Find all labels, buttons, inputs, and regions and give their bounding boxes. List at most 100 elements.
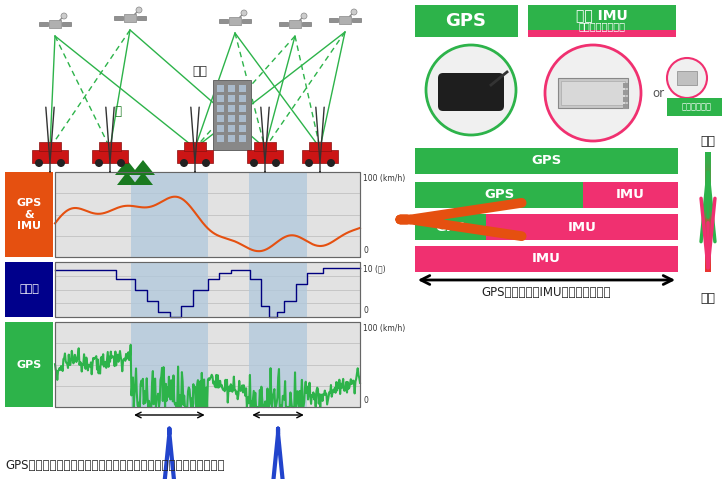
Bar	[705, 256, 711, 260]
Bar	[124, 14, 136, 22]
Circle shape	[305, 159, 313, 167]
Bar	[217, 85, 224, 92]
Bar	[217, 125, 224, 132]
Bar	[5, 322, 53, 407]
Bar	[239, 135, 246, 142]
Circle shape	[136, 7, 142, 13]
Bar	[352, 18, 361, 22]
Bar	[32, 150, 68, 163]
Bar	[705, 188, 711, 192]
Polygon shape	[133, 172, 153, 185]
Bar	[705, 232, 711, 236]
Bar	[254, 142, 276, 151]
Bar	[219, 19, 228, 23]
Text: IMU: IMU	[532, 252, 561, 265]
Text: GPS: GPS	[484, 189, 514, 202]
Text: GPS
&
IMU: GPS & IMU	[17, 198, 42, 231]
Bar	[705, 172, 711, 176]
Bar	[705, 200, 711, 204]
Bar	[131, 322, 207, 407]
Bar	[561, 81, 625, 105]
Bar	[62, 22, 71, 26]
Bar	[705, 220, 711, 224]
Bar	[217, 95, 224, 102]
Bar	[131, 262, 207, 317]
Text: GPS: GPS	[435, 220, 466, 233]
Bar	[309, 142, 331, 151]
Text: GPSでの計測をIMUが常にサポート: GPSでの計測をIMUが常にサポート	[482, 286, 612, 299]
Circle shape	[426, 45, 516, 135]
Bar	[247, 150, 283, 163]
Bar	[177, 150, 213, 163]
Bar	[228, 115, 235, 122]
Circle shape	[241, 10, 247, 16]
Bar	[239, 125, 246, 132]
Bar	[249, 322, 307, 407]
Circle shape	[180, 159, 188, 167]
Bar	[705, 168, 711, 172]
Bar	[228, 105, 235, 112]
Text: or: or	[652, 87, 664, 100]
Bar	[705, 260, 711, 264]
Bar	[339, 16, 351, 24]
Bar	[705, 252, 711, 256]
Bar	[55, 322, 360, 407]
Text: IMU: IMU	[616, 189, 645, 202]
Text: GPS: GPS	[445, 12, 487, 30]
Polygon shape	[115, 160, 139, 175]
Bar	[5, 172, 53, 257]
Text: 衛星捕捉状態: 衛星捕捉状態	[682, 103, 712, 112]
Circle shape	[202, 159, 210, 167]
Text: GPS: GPS	[17, 360, 42, 369]
Text: ビル: ビル	[193, 65, 207, 78]
Bar	[302, 150, 338, 163]
Text: 100 (km/h): 100 (km/h)	[363, 324, 405, 333]
Bar	[415, 214, 486, 240]
Bar	[558, 78, 628, 108]
Circle shape	[35, 159, 43, 167]
Bar	[705, 244, 711, 248]
Text: GPS: GPS	[531, 155, 562, 168]
Bar	[242, 19, 251, 23]
Text: 内蔵 IMU: 内蔵 IMU	[576, 8, 628, 22]
Text: 0: 0	[363, 246, 368, 255]
Bar	[55, 322, 360, 407]
Bar	[137, 16, 146, 20]
Bar	[131, 172, 207, 257]
Bar	[114, 16, 123, 20]
Text: GPSだけでの計測では、木の影や橋の下などで計測不能になります: GPSだけでの計測では、木の影や橋の下などで計測不能になります	[5, 459, 225, 472]
Text: 不良: 不良	[700, 292, 716, 305]
Bar	[228, 85, 235, 92]
Bar	[99, 142, 121, 151]
Bar	[55, 262, 360, 317]
Bar	[705, 180, 711, 184]
Bar	[623, 104, 628, 109]
Bar	[92, 150, 128, 163]
Bar	[583, 182, 678, 208]
Bar	[705, 184, 711, 188]
Bar	[528, 5, 676, 37]
Bar	[705, 192, 711, 196]
Circle shape	[545, 45, 641, 141]
Text: 森: 森	[115, 105, 121, 118]
Bar	[55, 262, 360, 317]
Bar	[705, 264, 711, 268]
Bar	[39, 142, 61, 151]
Bar	[213, 80, 251, 150]
Text: IMU: IMU	[567, 220, 596, 233]
Bar	[39, 22, 48, 26]
Bar	[705, 268, 711, 272]
Bar	[228, 135, 235, 142]
Bar	[229, 17, 241, 25]
Circle shape	[301, 13, 307, 19]
Bar	[443, 78, 499, 106]
Bar	[239, 105, 246, 112]
Bar	[329, 18, 338, 22]
Text: 100 (km/h): 100 (km/h)	[363, 174, 405, 183]
Bar	[228, 125, 235, 132]
Bar	[249, 262, 307, 317]
Bar	[705, 176, 711, 180]
Circle shape	[250, 159, 258, 167]
Bar	[705, 152, 711, 156]
Bar	[705, 248, 711, 252]
